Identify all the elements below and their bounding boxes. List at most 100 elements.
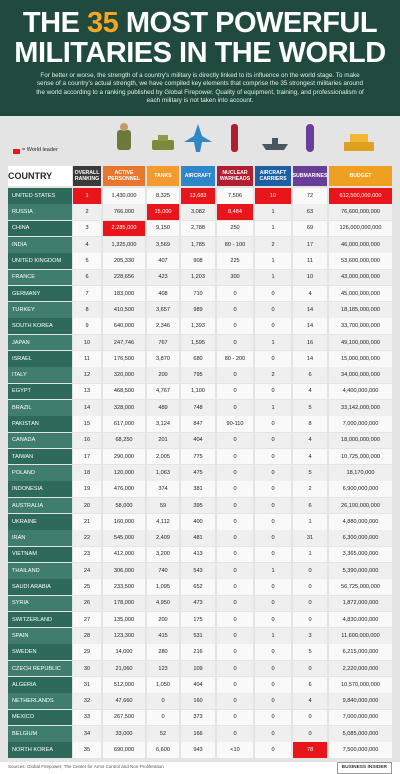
country-cell: BELGIUM bbox=[8, 725, 72, 742]
aircraft-icon bbox=[184, 124, 212, 152]
data-cell: 0 bbox=[255, 383, 291, 400]
country-cell: AUSTRALIA bbox=[8, 497, 72, 514]
data-cell: 481 bbox=[181, 530, 215, 546]
table-area: = World leader COUNTRY OVERALL RANKING ACT… bbox=[0, 116, 400, 762]
data-cell: 475 bbox=[181, 465, 215, 481]
country-cell: SYRIA bbox=[8, 595, 72, 612]
data-cell: 0 bbox=[217, 399, 253, 416]
data-cell: 2 bbox=[255, 236, 291, 253]
data-cell: 6,600 bbox=[147, 742, 179, 758]
data-cell: 13,683 bbox=[181, 188, 215, 204]
data-cell: 1,050 bbox=[147, 677, 179, 693]
data-cell: 0 bbox=[217, 432, 253, 449]
data-cell: 14 bbox=[293, 351, 327, 367]
footer: Sources: Global Firepower; The Center fo… bbox=[0, 762, 400, 774]
column-header: COUNTRY bbox=[8, 166, 72, 186]
column-header: AIRCRAFT CARRIERS bbox=[255, 166, 291, 186]
data-cell: 14 bbox=[73, 399, 101, 416]
data-cell: 10,570,000,000 bbox=[329, 677, 392, 693]
data-cell: 1 bbox=[255, 399, 291, 416]
data-cell: 3,200 bbox=[147, 546, 179, 563]
data-cell: 1,595 bbox=[181, 334, 215, 351]
data-cell: 306,000 bbox=[103, 562, 145, 579]
data-cell: 8 bbox=[73, 302, 101, 318]
data-cell: 27 bbox=[73, 611, 101, 628]
data-cell: 5,085,000,000 bbox=[329, 725, 392, 742]
data-cell: 18,000,000,000 bbox=[329, 432, 392, 449]
data-cell: 0 bbox=[217, 562, 253, 579]
title-line: THE 35 MOST POWERFUL bbox=[0, 8, 400, 38]
soldier-head bbox=[120, 123, 128, 131]
title-part: MOST POWERFUL bbox=[125, 7, 378, 39]
data-cell: 14,000 bbox=[103, 644, 145, 661]
country-cell: NORTH KOREA bbox=[8, 742, 72, 758]
data-cell: 25 bbox=[73, 579, 101, 595]
data-cell: 0 bbox=[217, 334, 253, 351]
country-cell: ALGERIA bbox=[8, 677, 72, 693]
country-cell: SWITZERLAND bbox=[8, 611, 72, 628]
data-cell: 1 bbox=[255, 253, 291, 269]
country-cell: ISRAEL bbox=[8, 351, 72, 367]
data-cell: 2,285,000 bbox=[103, 220, 145, 237]
data-cell: 45,000,000,000 bbox=[329, 285, 392, 302]
country-cell: SWEDEN bbox=[8, 644, 72, 661]
data-cell: 0 bbox=[255, 285, 291, 302]
data-cell: 410,500 bbox=[103, 302, 145, 318]
data-cell: 34,000,000,000 bbox=[329, 367, 392, 383]
data-cell: 0 bbox=[255, 742, 291, 758]
data-cell: 63 bbox=[293, 204, 327, 220]
data-cell: 0 bbox=[255, 709, 291, 726]
data-cell: 748 bbox=[181, 399, 215, 416]
data-cell: 1,095 bbox=[147, 579, 179, 595]
data-cell: 0 bbox=[255, 611, 291, 628]
data-cell: 0 bbox=[217, 514, 253, 530]
data-cell: 21 bbox=[73, 514, 101, 530]
data-cell: 0 bbox=[217, 660, 253, 677]
data-cell: 1 bbox=[255, 269, 291, 286]
data-cell: 53,600,000,000 bbox=[329, 253, 392, 269]
data-cell: 775 bbox=[181, 448, 215, 465]
data-cell: 17 bbox=[293, 236, 327, 253]
data-cell: 10 bbox=[293, 269, 327, 286]
data-cell: 267,500 bbox=[103, 709, 145, 726]
country-cell: THAILAND bbox=[8, 562, 72, 579]
data-cell: 69 bbox=[293, 220, 327, 237]
data-cell: 4,400,000,000 bbox=[329, 383, 392, 400]
country-cell: FRANCE bbox=[8, 269, 72, 286]
data-cell: 0 bbox=[217, 725, 253, 742]
data-cell: 0 bbox=[255, 595, 291, 612]
data-cell: 943 bbox=[181, 742, 215, 758]
data-cell: 0 bbox=[217, 465, 253, 481]
soldier-icon bbox=[117, 130, 131, 150]
data-cell: 126,000,000,000 bbox=[329, 220, 392, 237]
data-cell: 90-110 bbox=[217, 416, 253, 432]
country-cell: ITALY bbox=[8, 367, 72, 383]
data-cell: 1 bbox=[255, 204, 291, 220]
data-cell: 328,000 bbox=[103, 399, 145, 416]
data-cell: 6,215,000,000 bbox=[329, 644, 392, 661]
title-part: MILITARIES IN THE WORLD bbox=[14, 37, 386, 69]
data-cell: 0 bbox=[255, 302, 291, 318]
data-cell: 0 bbox=[217, 302, 253, 318]
data-cell: 1,203 bbox=[181, 269, 215, 286]
data-cell: 512,000 bbox=[103, 677, 145, 693]
data-cell: 407 bbox=[147, 253, 179, 269]
data-cell: 4 bbox=[293, 432, 327, 449]
data-cell: 15,000 bbox=[147, 204, 179, 220]
data-cell: 1 bbox=[73, 188, 101, 204]
data-cell: 0 bbox=[255, 351, 291, 367]
data-cell: 908 bbox=[181, 253, 215, 269]
data-cell: 381 bbox=[181, 481, 215, 498]
data-cell: 56,725,000,000 bbox=[329, 579, 392, 595]
data-cell: 0 bbox=[293, 579, 327, 595]
data-cell: 0 bbox=[293, 660, 327, 677]
data-cell: 78 bbox=[293, 742, 327, 758]
data-cell: 52 bbox=[147, 725, 179, 742]
data-cell: 476,000 bbox=[103, 481, 145, 498]
data-cell: 11,600,000,000 bbox=[329, 628, 392, 644]
data-cell: 178,000 bbox=[103, 595, 145, 612]
data-cell: 233,500 bbox=[103, 579, 145, 595]
data-cell: 413 bbox=[181, 546, 215, 563]
data-cell: 0 bbox=[217, 595, 253, 612]
data-cell: 200 bbox=[147, 367, 179, 383]
